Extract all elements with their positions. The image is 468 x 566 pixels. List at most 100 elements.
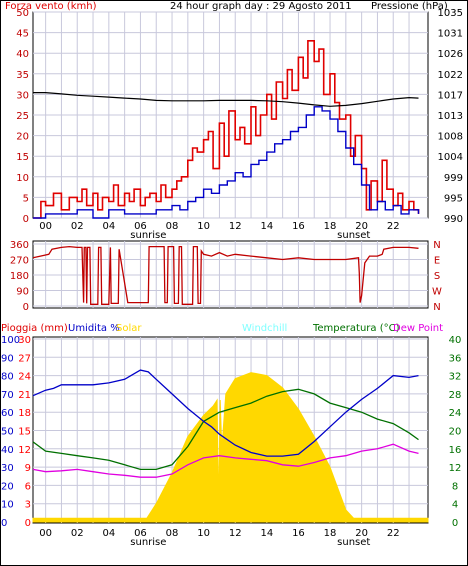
pressure-y-tick-label: 1035: [438, 8, 463, 19]
rain-y-tick-label: 12: [18, 445, 31, 456]
temp-x-tick-label: 00: [39, 528, 52, 539]
legend-dewpoint: Dew Point: [393, 323, 443, 334]
wind-x-tick-label: 16: [292, 221, 305, 232]
wind-x-tick-label: 14: [260, 221, 273, 232]
pressure-y-tick-label: 995: [444, 193, 463, 204]
direction-y-tick-label: 0: [23, 302, 29, 313]
temperature-y-tick-label: 28: [449, 390, 462, 401]
temp-x-tick-label: 14: [260, 528, 273, 539]
pressure-axis-title: Pressione (hPa): [371, 1, 448, 12]
temperature-y-tick-label: 40: [449, 335, 462, 346]
wind-average-line: [33, 106, 420, 219]
temp-x-tick-label: 04: [102, 528, 115, 539]
temperature-y-tick-label: 32: [449, 372, 462, 383]
rain-y-tick-label: 24: [18, 372, 31, 383]
panel-humidity-temp: 0102030405060708090100036912151821242730…: [1, 335, 461, 548]
humidity-y-tick-label: 30: [1, 463, 14, 474]
pressure-y-tick-label: 1004: [438, 152, 463, 163]
direction-y-tick-label: 270: [10, 256, 29, 267]
temp-x-tick-label: 12: [229, 528, 242, 539]
temperature-y-tick-label: 12: [449, 463, 462, 474]
pressure-y-tick-label: 1017: [438, 90, 463, 101]
wind-y-tick-label: 15: [16, 152, 29, 163]
wind-axes: 0510152025303540455099099599910041008101…: [16, 8, 463, 241]
humidity-y-tick-label: 90: [1, 353, 14, 364]
rain-y-tick-label: 6: [25, 481, 31, 492]
pressure-y-tick-label: 1008: [438, 132, 463, 143]
wind-grid: [33, 11, 428, 219]
wind-x-tick-label: 12: [229, 221, 242, 232]
wind-x-tick-label: 04: [102, 221, 115, 232]
wind-y-tick-label: 35: [16, 70, 29, 81]
wind-x-tick-label: 00: [39, 221, 52, 232]
wind-y-tick-label: 25: [16, 111, 29, 122]
humidity-y-tick-label: 70: [1, 390, 14, 401]
temperature-line: [32, 388, 419, 471]
sunset-marker-bottom: sunset: [337, 537, 370, 548]
humidity-y-tick-label: 40: [1, 445, 14, 456]
temperature-y-tick-label: 8: [452, 481, 458, 492]
compass-label: N: [433, 240, 440, 251]
sunset-marker-top: sunset: [337, 230, 370, 241]
wind-x-tick-label: 02: [71, 221, 84, 232]
wind-series: [33, 40, 420, 219]
wind-x-tick-label: 22: [387, 221, 400, 232]
temperature-y-tick-label: 0: [452, 518, 458, 529]
direction-y-tick-label: 180: [10, 271, 29, 282]
temp-x-tick-label: 06: [134, 528, 147, 539]
dewpoint-line: [32, 443, 419, 478]
wind-y-tick-label: 30: [16, 90, 29, 101]
legend-rain: Pioggia (mm): [1, 323, 68, 334]
solar-area: [32, 372, 429, 523]
temperature-y-tick-label: 24: [449, 408, 462, 419]
rain-y-tick-label: 30: [18, 335, 31, 346]
pressure-y-tick-label: 1022: [438, 70, 463, 81]
pressure-y-tick-label: 1031: [438, 29, 463, 40]
wind-y-tick-label: 10: [16, 173, 29, 184]
humidity-y-tick-label: 80: [1, 372, 14, 383]
rain-y-tick-label: 15: [18, 427, 31, 438]
compass-label: E: [434, 256, 440, 267]
rain-y-tick-label: 9: [25, 463, 31, 474]
humidity-y-tick-label: 20: [1, 481, 14, 492]
humidity-line: [32, 369, 419, 457]
temp-x-tick-label: 18: [324, 528, 337, 539]
wind-x-tick-label: 18: [324, 221, 337, 232]
wind-y-tick-label: 20: [16, 132, 29, 143]
chart-title: 24 hour graph day : 29 Agosto 2011: [170, 1, 352, 12]
rain-y-tick-label: 18: [18, 408, 31, 419]
compass-label: W: [432, 287, 442, 298]
direction-series: [32, 245, 419, 305]
wind-x-tick-label: 10: [197, 221, 210, 232]
wind-x-tick-label: 20: [355, 221, 368, 232]
wind-y-tick-label: 45: [16, 29, 29, 40]
temp-x-tick-label: 20: [355, 528, 368, 539]
wind-gust-line: [33, 40, 420, 219]
pressure-y-tick-label: 999: [444, 173, 463, 184]
wind-x-tick-label: 08: [166, 221, 179, 232]
wind-y-tick-label: 50: [16, 8, 29, 19]
wind-direction-line: [32, 245, 419, 305]
temperature-y-tick-label: 36: [449, 353, 462, 364]
temp-axes: 0102030405060708090100036912151821242730…: [1, 335, 461, 548]
sunrise-marker-bottom: sunrise: [130, 537, 166, 548]
rain-y-tick-label: 0: [25, 518, 31, 529]
temperature-y-tick-label: 4: [452, 500, 458, 511]
temperature-y-tick-label: 16: [449, 445, 462, 456]
humidity-y-tick-label: 10: [1, 500, 14, 511]
temp-x-tick-label: 10: [197, 528, 210, 539]
humidity-y-tick-label: 100: [1, 335, 20, 346]
wind-x-tick-label: 06: [134, 221, 147, 232]
rain-y-tick-label: 21: [18, 390, 31, 401]
panel-wind-pressure: 0510152025303540455099099599910041008101…: [16, 8, 463, 241]
wind-y-tick-label: 0: [23, 214, 29, 225]
legend-temperature: Temperatura (°C): [312, 323, 400, 334]
humidity-y-tick-label: 0: [1, 518, 7, 529]
pressure-y-tick-label: 990: [444, 214, 463, 225]
direction-y-tick-label: 90: [16, 287, 29, 298]
temp-series: [32, 369, 429, 523]
rain-y-tick-label: 27: [18, 353, 31, 364]
